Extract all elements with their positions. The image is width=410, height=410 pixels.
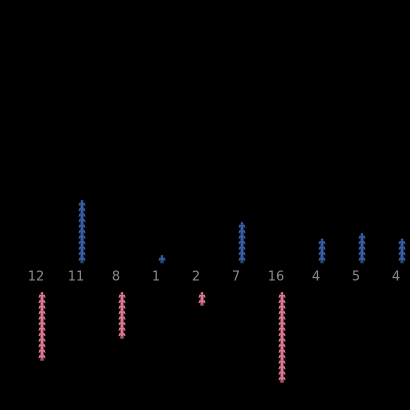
icon-column xyxy=(118,292,126,339)
value-label: 16 xyxy=(268,270,285,285)
value-label: 11 xyxy=(68,270,85,285)
icon-column xyxy=(278,292,286,383)
icon-column xyxy=(398,238,406,264)
value-label: 8 xyxy=(112,270,120,285)
icon-column xyxy=(38,292,46,361)
icon-column xyxy=(78,200,86,264)
value-label: 4 xyxy=(392,270,400,285)
value-label: 5 xyxy=(352,270,360,285)
value-label: 2 xyxy=(192,270,200,285)
icon-column xyxy=(238,222,246,264)
icon-column xyxy=(318,238,326,264)
value-label: 4 xyxy=(312,270,320,285)
icon-column xyxy=(158,254,166,264)
value-label: 12 xyxy=(28,270,45,285)
icon-column xyxy=(198,292,206,306)
value-label: 1 xyxy=(152,270,160,285)
icon-column xyxy=(358,233,366,264)
value-label: 7 xyxy=(232,270,240,285)
